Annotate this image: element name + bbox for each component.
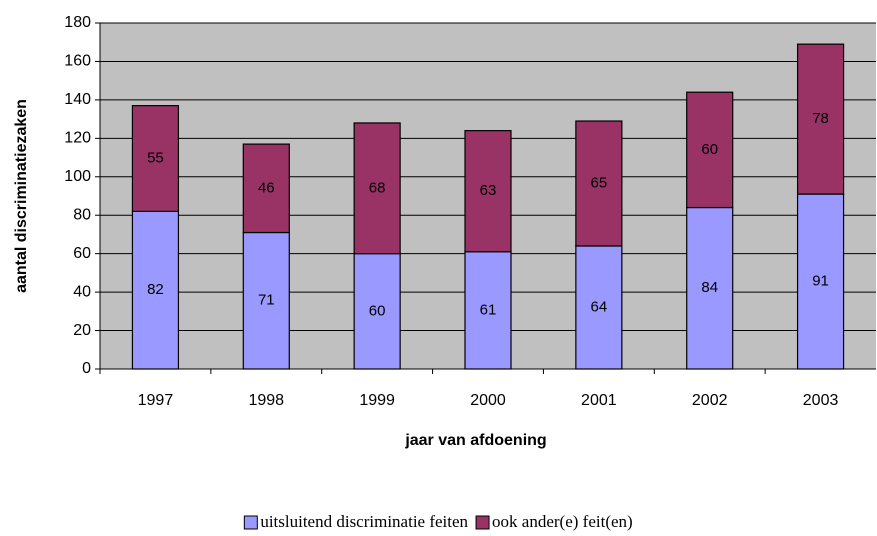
data-label: 61 bbox=[480, 301, 497, 318]
data-label: 46 bbox=[258, 179, 275, 196]
data-label: 64 bbox=[591, 298, 608, 315]
data-label: 60 bbox=[369, 302, 386, 319]
data-label: 63 bbox=[480, 182, 497, 199]
bar-segment bbox=[131, 105, 180, 212]
data-label: 60 bbox=[701, 141, 718, 158]
legend-swatch bbox=[243, 515, 258, 530]
x-tick-label: 2000 bbox=[470, 392, 506, 409]
y-tick-label: 60 bbox=[73, 245, 91, 262]
y-tick-label: 160 bbox=[64, 53, 91, 70]
x-tick-label: 2002 bbox=[692, 392, 728, 409]
legend-label: uitsluitend discriminatie feiten bbox=[260, 512, 468, 531]
bar-segment bbox=[575, 120, 623, 247]
y-tick-label: 180 bbox=[64, 14, 91, 31]
bar-segment bbox=[796, 43, 845, 195]
legend: uitsluitend discriminatie feiten ook ande… bbox=[243, 512, 633, 531]
bar-segment bbox=[464, 251, 512, 370]
bar-segment bbox=[464, 130, 512, 253]
bar-segment bbox=[353, 122, 401, 255]
bar-segment bbox=[242, 231, 290, 370]
bar-segment bbox=[686, 206, 734, 370]
data-label: 84 bbox=[701, 279, 718, 296]
x-axis-title: jaar van afdoening bbox=[404, 432, 546, 449]
x-tick-label: 2003 bbox=[803, 392, 839, 409]
legend-label: ook ander(e) feit(en) bbox=[492, 512, 633, 531]
y-tick-label: 140 bbox=[64, 91, 91, 108]
x-tick-label: 2001 bbox=[581, 392, 617, 409]
data-label: 82 bbox=[147, 281, 164, 298]
y-tick-label: 20 bbox=[73, 322, 91, 339]
legend-swatch bbox=[475, 515, 490, 530]
data-label: 68 bbox=[369, 179, 386, 196]
bar-segment bbox=[353, 253, 401, 370]
x-tick-label: 1998 bbox=[248, 392, 284, 409]
bar-segment bbox=[686, 91, 734, 209]
data-label: 91 bbox=[812, 273, 829, 290]
bar-segment bbox=[796, 193, 845, 370]
bar-segment bbox=[242, 143, 290, 234]
y-tick-label: 100 bbox=[64, 168, 91, 185]
y-tick-label: 0 bbox=[82, 360, 91, 377]
bar-segment bbox=[575, 245, 623, 370]
data-label: 71 bbox=[258, 292, 275, 309]
x-tick-label: 1999 bbox=[359, 392, 395, 409]
x-tick-label: 1997 bbox=[138, 392, 174, 409]
bar-segment bbox=[131, 210, 180, 370]
data-label: 55 bbox=[147, 149, 164, 166]
data-label: 78 bbox=[812, 110, 829, 127]
y-tick-label: 120 bbox=[64, 130, 91, 147]
y-tick-label: 80 bbox=[73, 206, 91, 223]
y-tick-label: 40 bbox=[73, 283, 91, 300]
y-axis-title: aantal discriminatiezaken bbox=[13, 99, 30, 293]
data-label: 65 bbox=[591, 174, 608, 191]
